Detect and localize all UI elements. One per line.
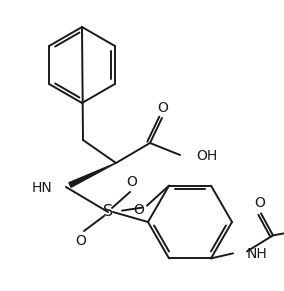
Text: O: O <box>127 175 137 189</box>
Text: O: O <box>76 234 86 248</box>
Text: S: S <box>103 205 113 219</box>
Polygon shape <box>69 163 116 187</box>
Text: OH: OH <box>196 149 217 163</box>
Text: NH: NH <box>247 247 268 261</box>
Text: HN: HN <box>31 181 52 195</box>
Text: O: O <box>254 196 266 210</box>
Text: O: O <box>133 203 145 217</box>
Text: O: O <box>158 101 168 115</box>
